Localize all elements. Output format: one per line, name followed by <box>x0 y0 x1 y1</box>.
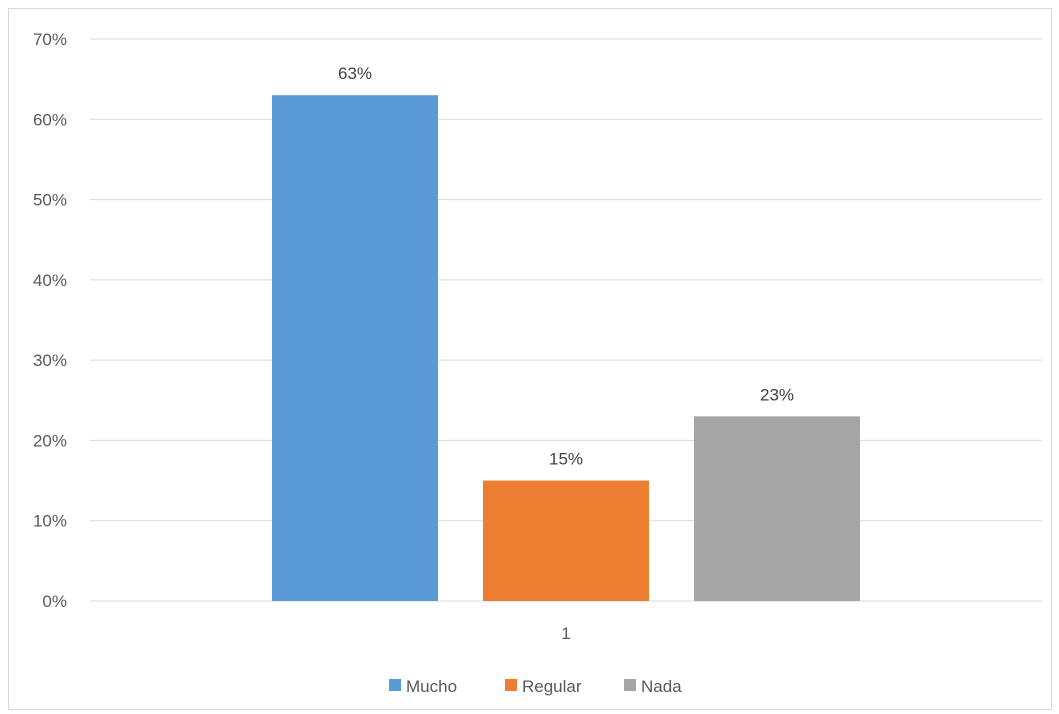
data-label-mucho: 63% <box>338 64 372 83</box>
legend-label: Nada <box>641 677 682 696</box>
y-tick-label: 10% <box>33 512 67 531</box>
legend-item-regular: Regular <box>505 677 582 696</box>
legend-swatch <box>389 679 401 691</box>
legend: Mucho Regular Nada <box>389 677 682 696</box>
y-tick-label: 50% <box>33 191 67 210</box>
data-label-regular: 15% <box>549 450 583 469</box>
y-tick-label: 20% <box>33 431 67 450</box>
bar-nada <box>694 416 860 601</box>
y-tick-label: 40% <box>33 271 67 290</box>
data-label-nada: 23% <box>760 385 794 404</box>
y-tick-label: 0% <box>42 592 67 611</box>
legend-swatch <box>624 679 636 691</box>
legend-label: Mucho <box>406 677 457 696</box>
legend-item-mucho: Mucho <box>389 677 457 696</box>
bar-mucho <box>272 95 438 601</box>
y-axis-tick-labels: 0% 10% 20% 30% 40% 50% 60% 70% <box>33 30 67 611</box>
legend-swatch <box>505 679 517 691</box>
y-tick-label: 30% <box>33 351 67 370</box>
bars <box>272 95 860 601</box>
bar-regular <box>483 480 649 601</box>
gridlines <box>90 38 1042 602</box>
legend-label: Regular <box>522 677 582 696</box>
x-tick-label: 1 <box>561 624 570 643</box>
data-labels: 63% 15% 23% <box>338 64 794 468</box>
x-axis-tick-labels: 1 <box>561 624 570 643</box>
legend-item-nada: Nada <box>624 677 682 696</box>
y-tick-label: 70% <box>33 30 67 49</box>
y-tick-label: 60% <box>33 110 67 129</box>
